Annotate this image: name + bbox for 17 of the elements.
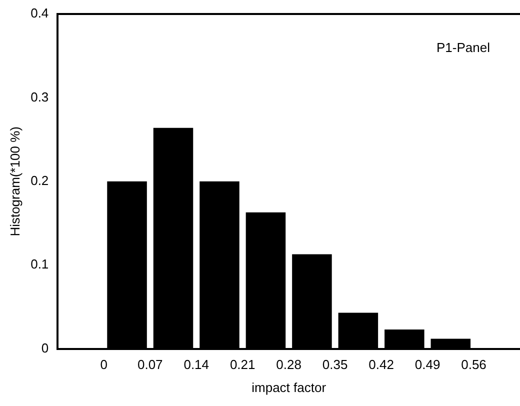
y-tick-label: 0.3 <box>30 89 49 104</box>
x-axis-title: impact factor <box>252 380 327 395</box>
y-tick-label: 0.2 <box>30 172 49 188</box>
y-tick-label: 0.4 <box>30 6 49 21</box>
x-tick-label: 0.35 <box>322 357 348 372</box>
x-tick-label: 0.56 <box>461 357 486 372</box>
y-axis-title: Histogram(*100 %) <box>7 126 22 236</box>
x-tick-label: 0.07 <box>137 357 163 372</box>
y-tick-label: 0.1 <box>30 256 49 272</box>
x-tick-label: 0.14 <box>184 357 210 372</box>
x-tick-label: 0.49 <box>414 357 440 372</box>
x-tick-label: 0.42 <box>368 357 394 372</box>
x-tick-label: 0.28 <box>276 357 302 372</box>
annotation: P1-Panel <box>436 40 490 56</box>
x-tick-label: 0.21 <box>230 357 256 372</box>
x-tick-label: 0 <box>100 357 108 372</box>
y-tick-label: 0 <box>41 340 49 356</box>
